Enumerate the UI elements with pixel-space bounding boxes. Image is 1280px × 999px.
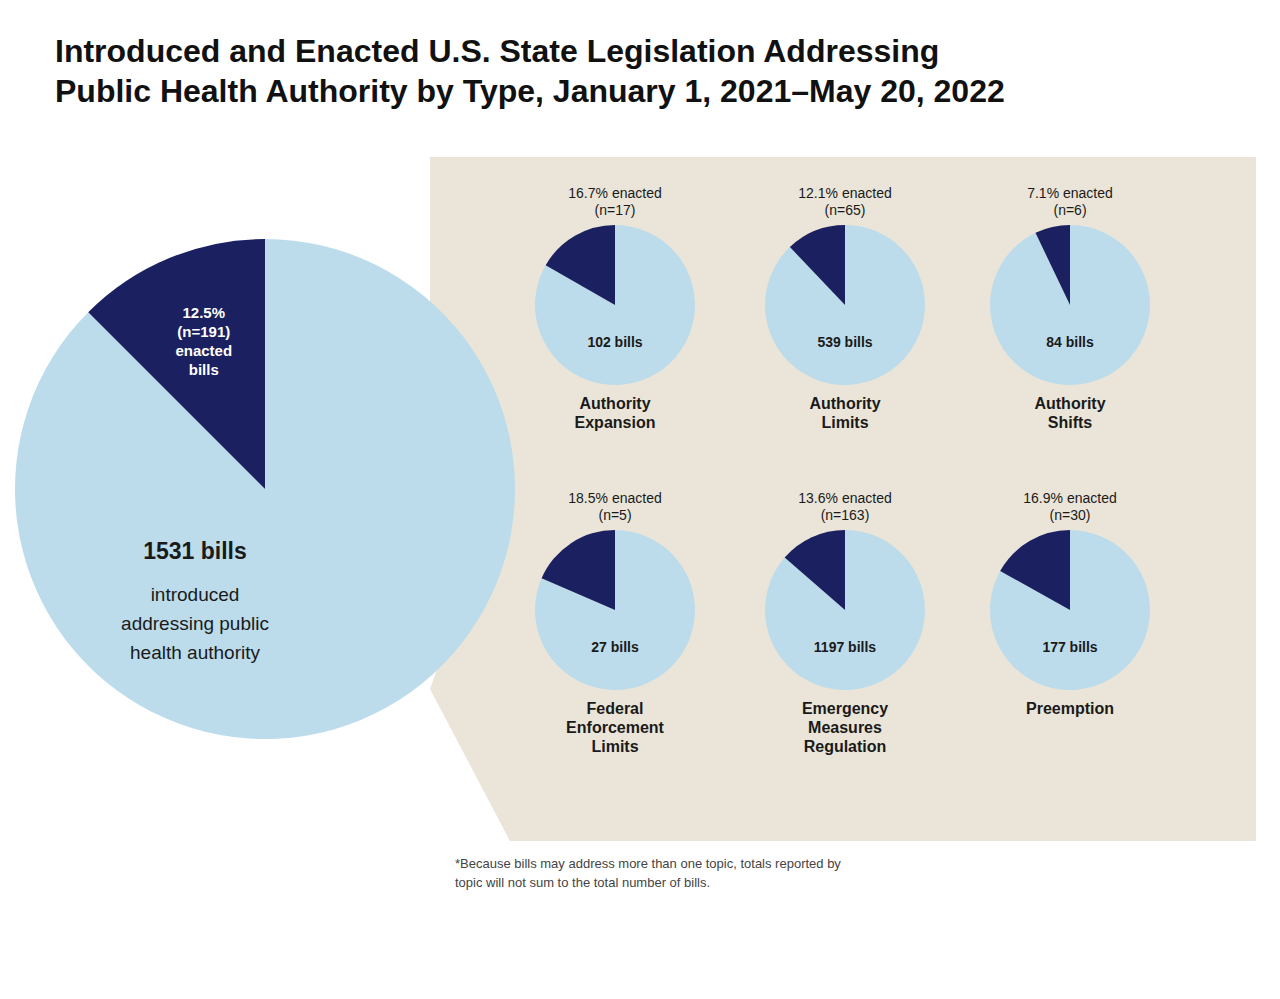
pie-slice: [542, 530, 615, 610]
footnote-line: *Because bills may address more than one…: [455, 856, 841, 871]
bills-label-line: 27 bills: [591, 639, 639, 655]
bills-label-line: 1197 bills: [814, 639, 876, 655]
sub-pie: 12.1% enacted(n=65) 539 bills Authority Lim…: [765, 185, 925, 431]
category-label-line: Authority: [809, 395, 880, 412]
category-label-line: Limits: [821, 414, 868, 431]
enacted-label-line: 16.7% enacted: [568, 185, 661, 201]
bills-label: 102 bills: [587, 334, 642, 350]
category-label: Authority Shifts: [1034, 395, 1105, 431]
enacted-label-line: (n=30): [1050, 507, 1091, 523]
total-label-line: 1531 bills: [143, 538, 247, 564]
pie-slice: [765, 225, 925, 385]
pie-slice: [785, 530, 845, 610]
enacted-label: 16.9% enacted(n=30): [1023, 490, 1116, 523]
total-description-line: introduced: [151, 584, 240, 605]
enacted-label-line: (n=163): [821, 507, 870, 523]
enacted-label-line: enacted: [175, 342, 232, 359]
enacted-label: 12.1% enacted(n=65): [798, 185, 891, 218]
bills-label-line: 539 bills: [817, 334, 872, 350]
pie-slice: [1000, 530, 1070, 610]
sub-pie: 16.7% enacted(n=17) 102 bills Authority Exp…: [535, 185, 695, 431]
enacted-label: 16.7% enacted(n=17): [568, 185, 661, 218]
pie-slice: [15, 239, 515, 739]
enacted-label: 12.5% (n=191) enacted bills: [175, 304, 232, 378]
enacted-label-line: (n=65): [825, 202, 866, 218]
pie-slice: [88, 239, 265, 489]
pie-slice: [765, 530, 925, 690]
category-label: Federal Enforcement Limits: [566, 700, 664, 755]
bills-label: 1197 bills: [814, 639, 876, 655]
enacted-label-line: bills: [189, 361, 219, 378]
footnote: *Because bills may address more than one…: [455, 856, 841, 890]
sub-pie: 13.6% enacted(n=163) 1197 bills Emergency M…: [765, 490, 925, 755]
total-description: introduced addressing public health author…: [121, 584, 269, 663]
category-label-line: Preemption: [1026, 700, 1114, 717]
category-label-line: Authority: [1034, 395, 1105, 412]
enacted-label-line: (n=17): [595, 202, 636, 218]
category-label: Authority Expansion: [575, 395, 656, 431]
bills-label-line: 177 bills: [1042, 639, 1097, 655]
category-label-line: Federal: [587, 700, 644, 717]
category-label: Authority Limits: [809, 395, 880, 431]
category-label-line: Authority: [579, 395, 650, 412]
pie-slice: [535, 225, 695, 385]
category-label-line: Shifts: [1048, 414, 1093, 431]
category-label: Preemption: [1026, 700, 1114, 717]
enacted-label-line: 16.9% enacted: [1023, 490, 1116, 506]
sub-pie: 7.1% enacted(n=6) 84 bills Authority Shifts: [990, 185, 1150, 431]
pie-slice: [535, 530, 695, 690]
enacted-label-line: 7.1% enacted: [1027, 185, 1113, 201]
enacted-label: 7.1% enacted(n=6): [1027, 185, 1113, 218]
panel: [430, 157, 1256, 841]
category-label-line: Measures: [808, 719, 882, 736]
canvas: Introduced and Enacted U.S. State Legisl…: [0, 0, 1280, 999]
total-description-line: addressing public: [121, 613, 269, 634]
enacted-label-line: 12.5%: [182, 304, 225, 321]
category-label-line: Emergency: [802, 700, 888, 717]
enacted-label-line: 12.1% enacted: [798, 185, 891, 201]
bills-label-line: 84 bills: [1046, 334, 1094, 350]
pie-slice: [1035, 225, 1070, 305]
pie-slice: [546, 225, 615, 305]
enacted-label-line: (n=191): [177, 323, 230, 340]
main-pie: 12.5% (n=191) enacted bills 1531 bills introd…: [15, 239, 515, 739]
enacted-label: 18.5% enacted(n=5): [568, 490, 661, 523]
category-label: Emergency Measures Regulation: [802, 700, 888, 755]
bills-label: 84 bills: [1046, 334, 1094, 350]
title-line: Introduced and Enacted U.S. State Legisl…: [55, 33, 939, 69]
enacted-label-line: 13.6% enacted: [798, 490, 891, 506]
title-line: Public Health Authority by Type, January…: [55, 73, 1005, 109]
category-label-line: Expansion: [575, 414, 656, 431]
total-label: 1531 bills: [143, 538, 247, 564]
bills-label: 177 bills: [1042, 639, 1097, 655]
category-label-line: Regulation: [804, 738, 887, 755]
bills-label-line: 102 bills: [587, 334, 642, 350]
pie-slice: [990, 225, 1150, 385]
title: Introduced and Enacted U.S. State Legisl…: [55, 33, 1005, 109]
category-label-line: Limits: [591, 738, 638, 755]
sub-pie: 18.5% enacted(n=5) 27 bills Federal Enforce…: [535, 490, 695, 755]
total-description-line: health authority: [130, 642, 260, 663]
enacted-label-line: (n=6): [1053, 202, 1086, 218]
footnote-line: topic will not sum to the total number o…: [455, 875, 710, 890]
enacted-label: 13.6% enacted(n=163): [798, 490, 891, 523]
bills-label: 27 bills: [591, 639, 639, 655]
sub-pie: 16.9% enacted(n=30) 177 bills Preemption: [990, 490, 1150, 717]
category-label-line: Enforcement: [566, 719, 664, 736]
bills-label: 539 bills: [817, 334, 872, 350]
enacted-label-line: 18.5% enacted: [568, 490, 661, 506]
pie-slice: [790, 225, 845, 305]
pie-slice: [990, 530, 1150, 690]
enacted-label-line: (n=5): [598, 507, 631, 523]
